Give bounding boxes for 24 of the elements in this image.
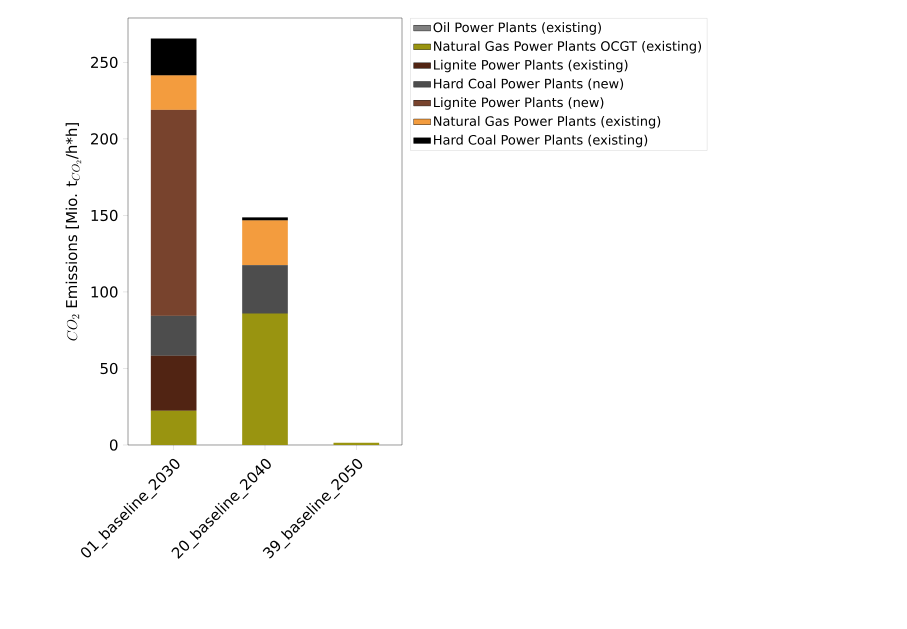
bar	[150, 316, 196, 356]
bar	[150, 410, 196, 445]
bar	[242, 265, 288, 314]
legend-label: Oil Power Plants (existing)	[434, 22, 601, 35]
bar	[150, 38, 196, 76]
bar	[242, 314, 288, 445]
legend-label: Lignite Power Plants (existing)	[434, 60, 628, 72]
bar	[242, 220, 288, 266]
legend-label: Lignite Power Plants (new)	[434, 97, 604, 110]
legend-label: Hard Coal Power Plants (new)	[434, 78, 624, 90]
y-axis-title: $CO_2\text{ Emissions [Mio. t}_{CO_2}\text{/h*h]}$	[66, 123, 82, 340]
y-tick-label: 50	[100, 362, 118, 374]
y-tick-label: 150	[92, 210, 118, 222]
legend-label: Natural Gas Power Plants OCGT (existing)	[434, 40, 702, 54]
y-tick-label: 250	[91, 56, 118, 68]
bar	[150, 110, 196, 316]
y-tick-label: 100	[92, 286, 118, 298]
legend-label: Hard Coal Power Plants (existing)	[434, 134, 648, 148]
legend-label: Natural Gas Power Plants (existing)	[434, 116, 660, 128]
bar	[150, 356, 196, 411]
y-tick-label: 200	[91, 133, 118, 145]
y-tick-label: 0	[110, 439, 118, 451]
bar	[150, 75, 196, 110]
bar	[242, 217, 288, 220]
